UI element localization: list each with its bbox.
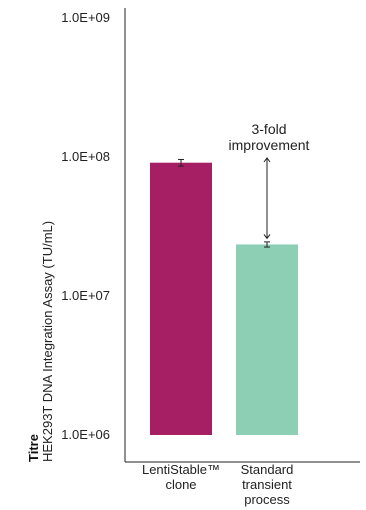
y-axis-label-text: HEK293T DNA Integration Assay (TU/mL) [40,221,55,462]
x-axis-category-labels: LentiStable™ clone Standard transient proces… [142,462,293,507]
y-tick-label: 1.0E+08 [61,149,110,164]
error-bar [264,241,270,248]
bar [150,162,212,436]
y-axis-label-bold: Titre [26,434,41,462]
x-category-label: LentiStable™ clone [142,462,220,492]
error-bar [178,158,184,167]
annotation-text: 3-fold improvement [229,121,310,153]
error-bars [178,158,270,248]
x-category-label: Standard transient process [241,462,294,507]
y-axis-label: Titre HEK293T DNA Integration Assay (TU/… [25,221,55,462]
y-tick-label: 1.0E+09 [61,10,110,25]
annotation: 3-fold improvement [229,121,310,240]
bar [236,244,298,435]
y-tick-label: 1.0E+07 [61,288,110,303]
fold-change-arrow [263,157,271,240]
bars [150,162,298,436]
y-axis-ticks: 1.0E+06 1.0E+07 1.0E+08 1.0E+09 [61,10,110,442]
y-tick-label: 1.0E+06 [61,427,110,442]
